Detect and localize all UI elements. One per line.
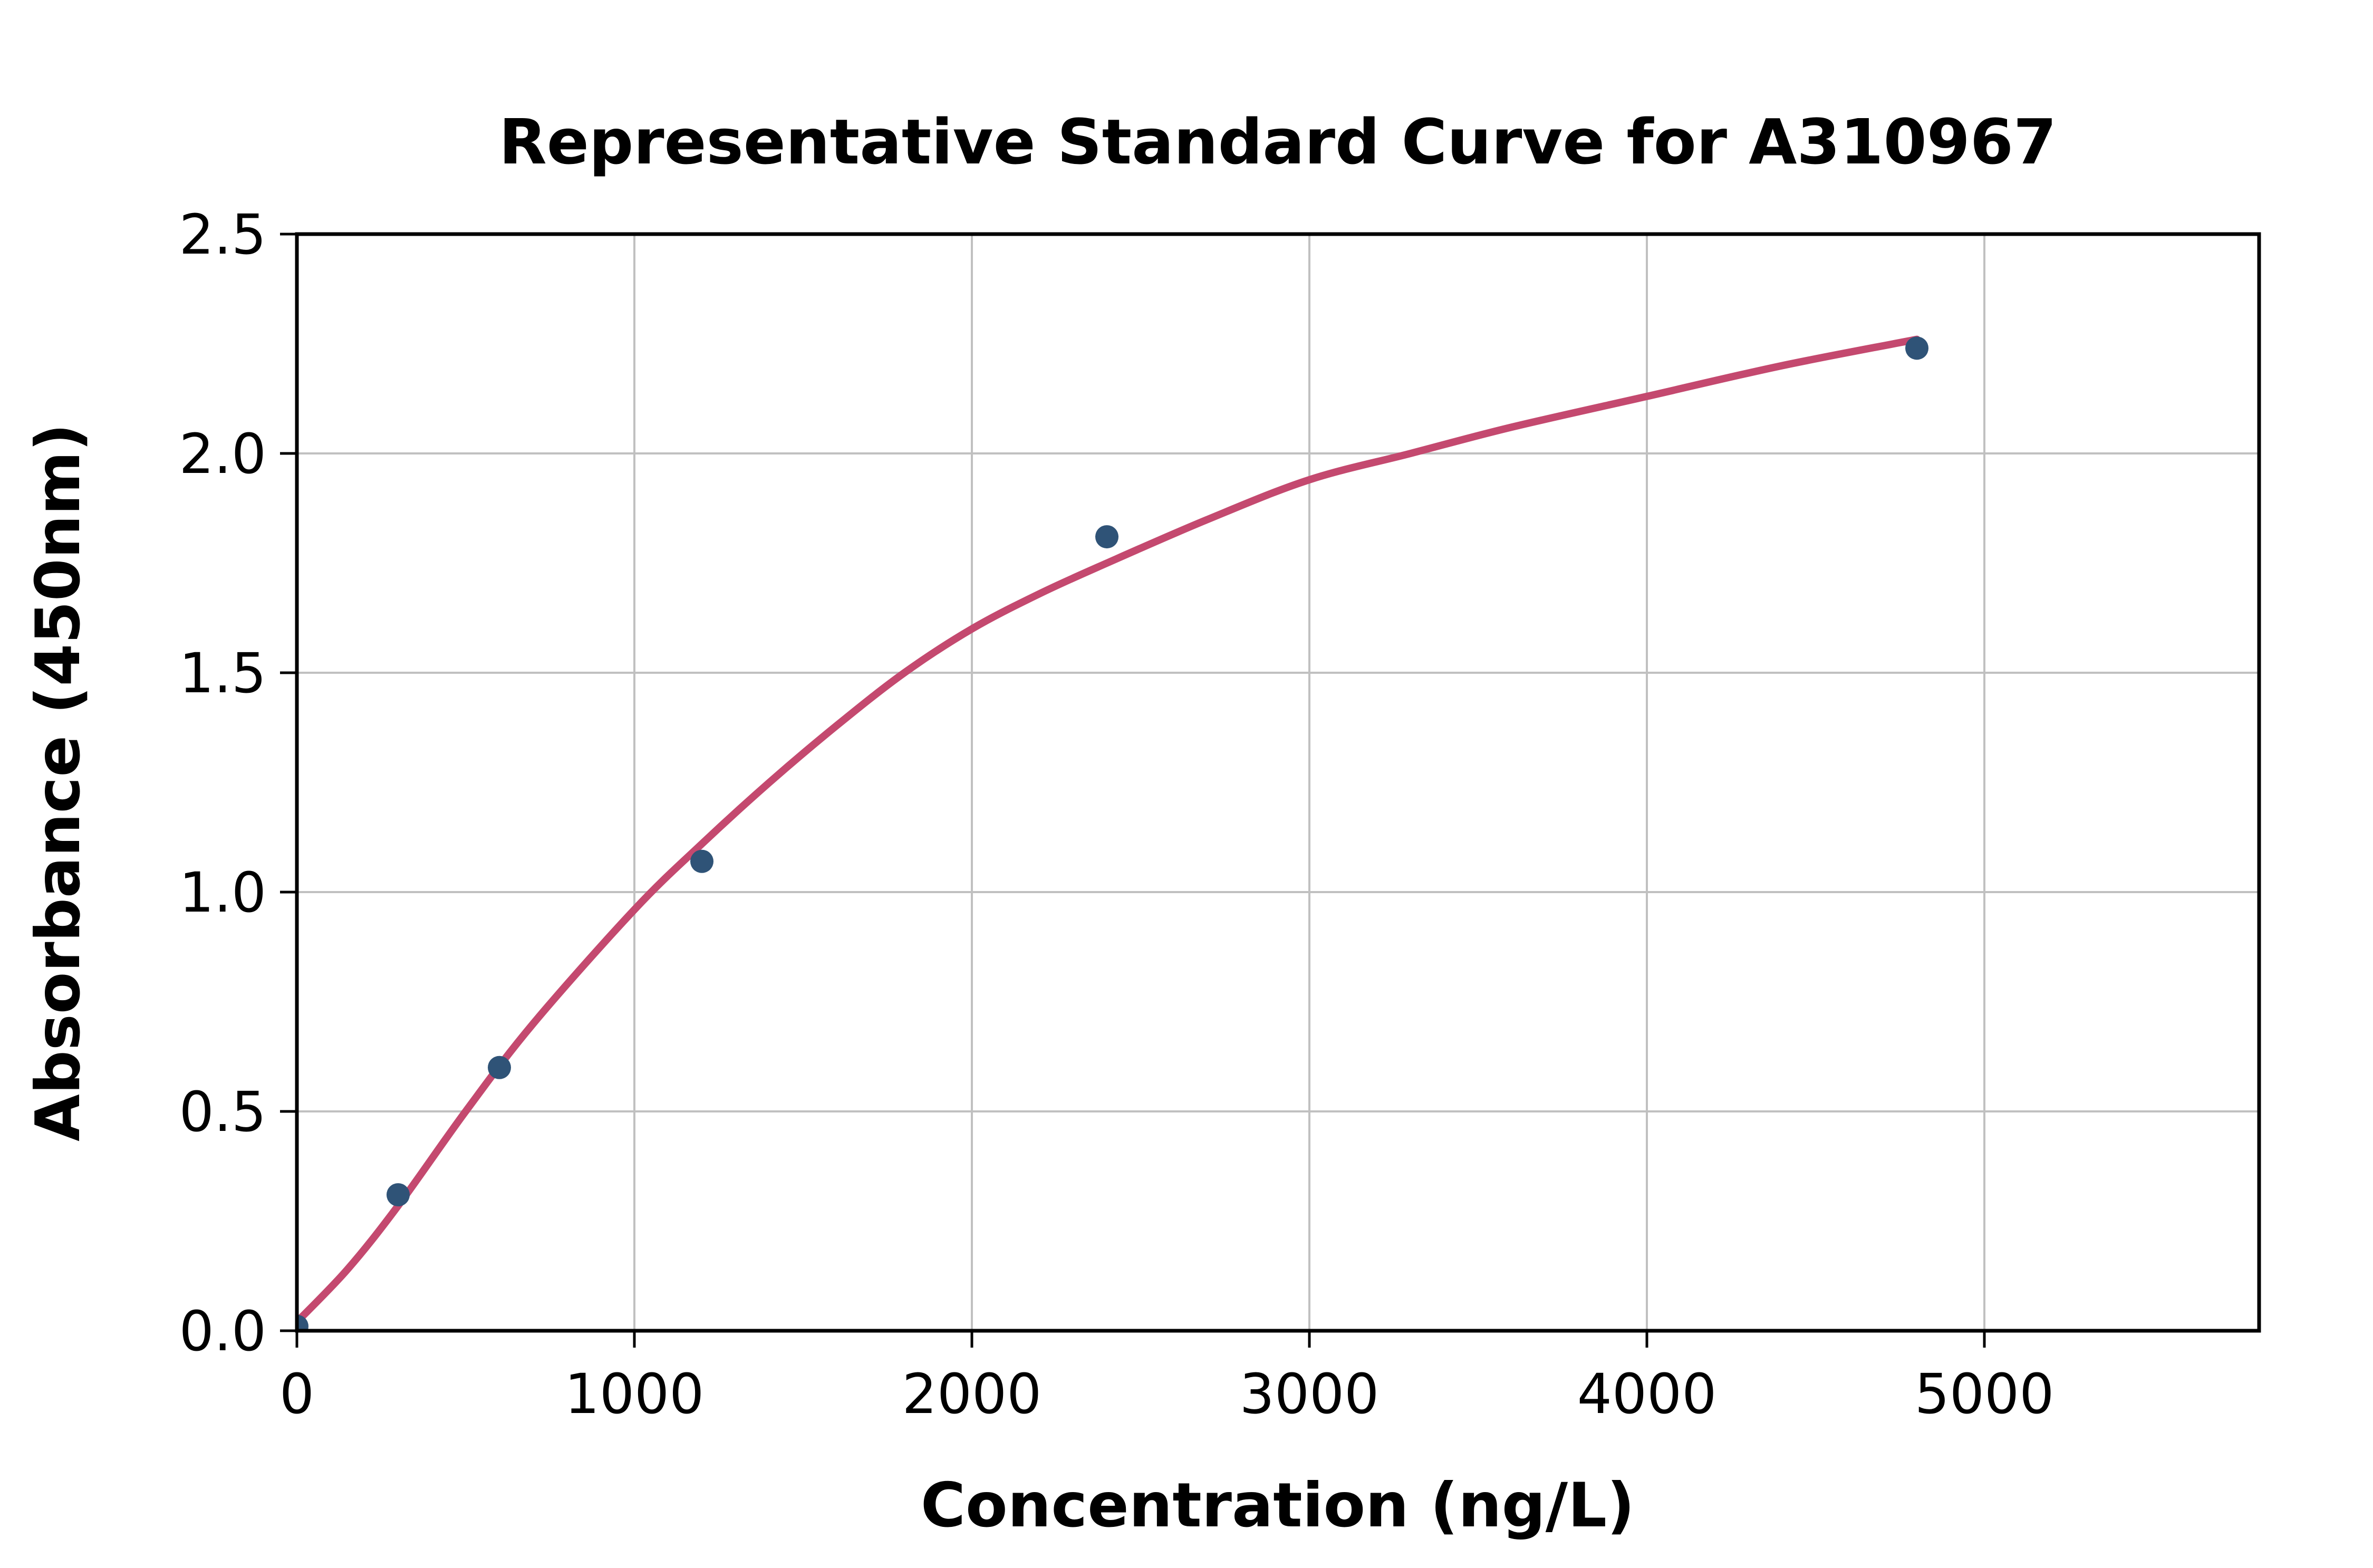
y-tick-label: 2.0 <box>179 422 266 486</box>
x-tick-label: 2000 <box>902 1362 1042 1426</box>
scatter-points <box>297 336 1929 1331</box>
data-point <box>1095 525 1119 549</box>
x-tick-label: 1000 <box>565 1362 705 1426</box>
y-tick-label: 0.0 <box>179 1299 266 1363</box>
chart-title: Representative Standard Curve for A31096… <box>499 105 2057 178</box>
x-tick-label: 3000 <box>1240 1362 1380 1426</box>
data-point <box>1905 336 1929 360</box>
y-tick-label: 0.5 <box>179 1080 266 1144</box>
y-tick-label: 1.5 <box>179 641 266 705</box>
x-tick-labels: 0 1000 2000 3000 4000 5000 <box>279 1362 2054 1426</box>
data-point <box>387 1183 410 1207</box>
y-axis-label: Absorbance (450nm) <box>23 423 94 1141</box>
tick-marks <box>280 233 1986 1348</box>
data-point <box>690 849 714 873</box>
y-tick-label: 2.5 <box>179 202 266 267</box>
y-tick-labels: 0.0 0.5 1.0 1.5 2.0 2.5 <box>179 202 266 1363</box>
x-tick-label: 5000 <box>1915 1362 2054 1426</box>
x-axis-label: Concentration (ng/L) <box>921 1470 1635 1541</box>
data-point <box>297 1314 308 1331</box>
data-point <box>488 1056 512 1079</box>
y-tick-label: 1.0 <box>179 860 266 925</box>
fitted-curve-line <box>297 335 1921 1326</box>
gridlines <box>297 233 2259 1331</box>
x-tick-label: 0 <box>279 1362 314 1426</box>
plot-border <box>295 232 2261 1333</box>
x-tick-label: 4000 <box>1577 1362 1717 1426</box>
